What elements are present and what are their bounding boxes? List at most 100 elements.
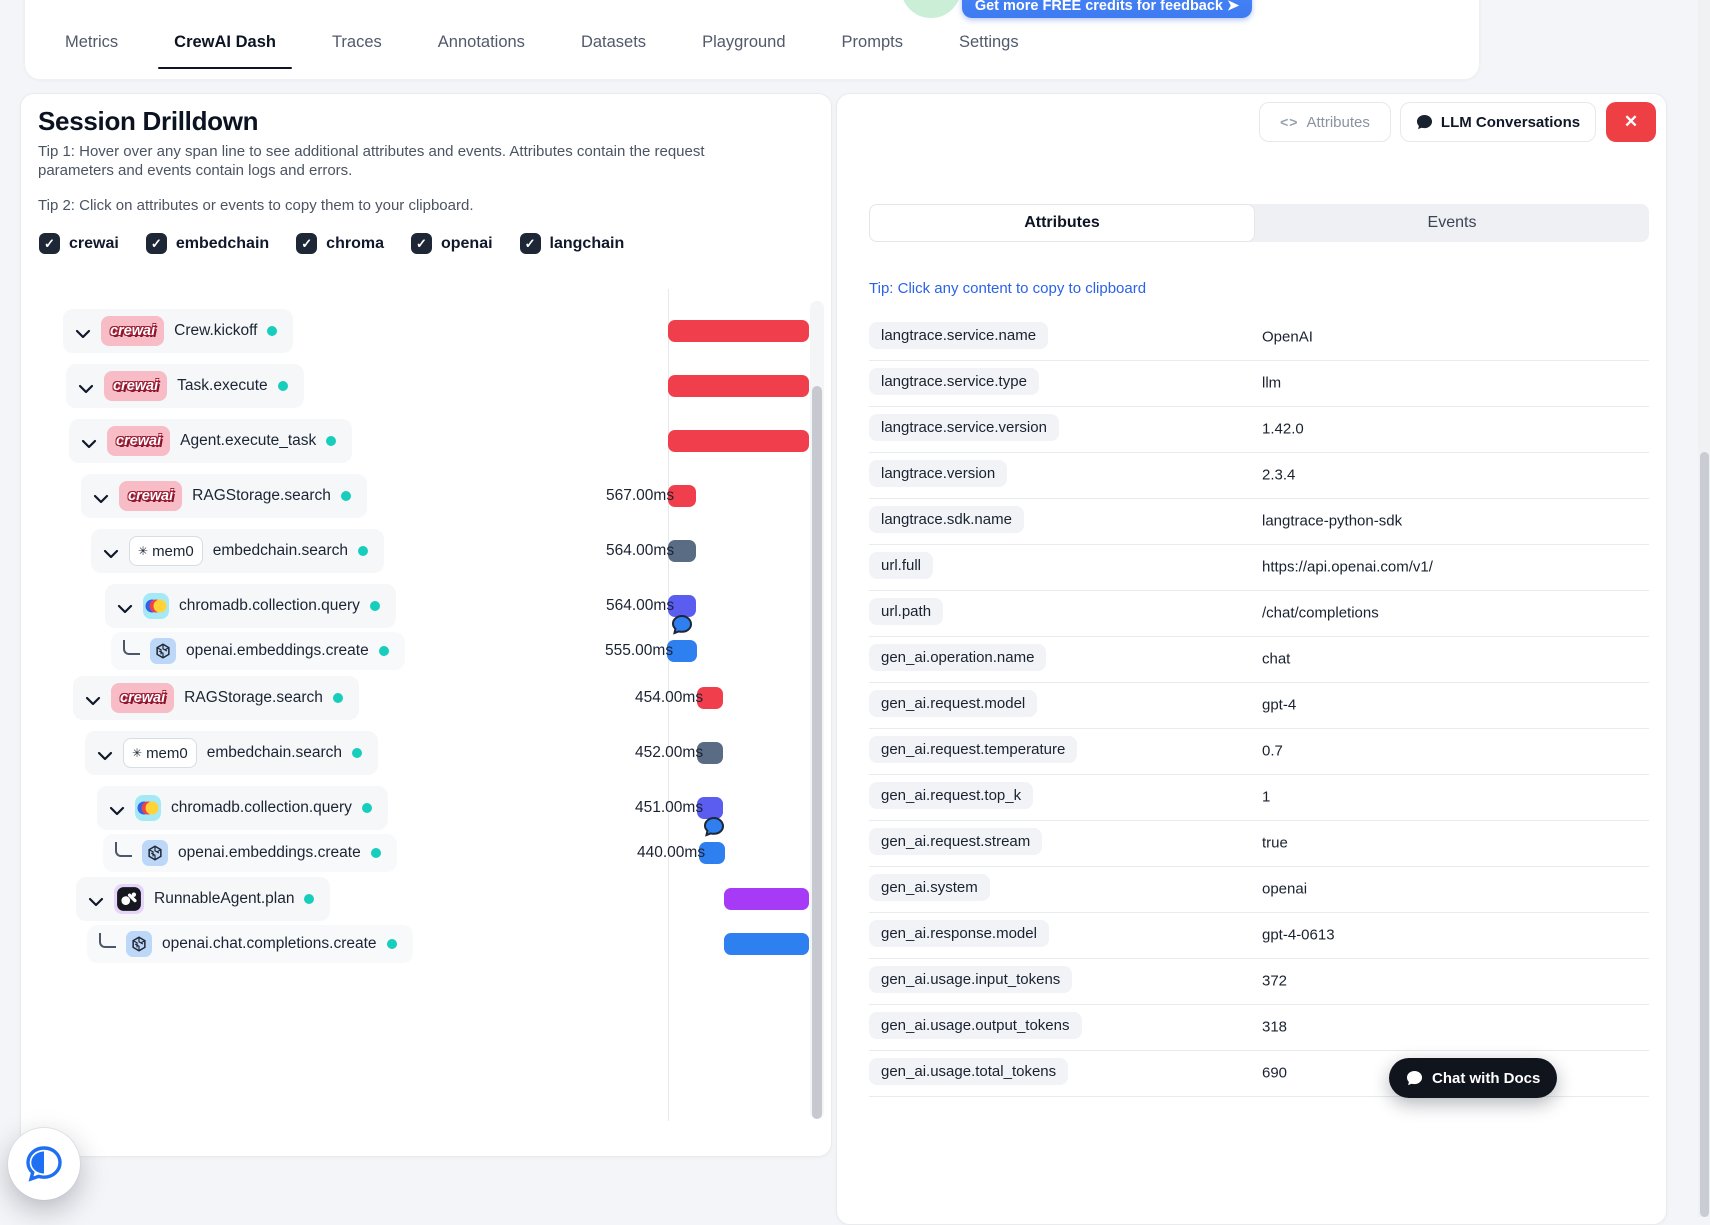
attribute-value[interactable]: 372 (1262, 972, 1288, 990)
span-duration-bar[interactable] (668, 540, 696, 562)
page-scrollbar-thumb[interactable] (1699, 452, 1709, 1217)
chevron-down-icon[interactable] (117, 601, 133, 614)
attribute-key[interactable]: gen_ai.usage.output_tokens (869, 1012, 1082, 1039)
tab-events[interactable]: Events (1255, 204, 1649, 242)
nav-tab-crewai-dash[interactable]: CrewAI Dash (158, 33, 292, 69)
attribute-value[interactable]: 318 (1262, 1018, 1288, 1036)
nav-tab-prompts[interactable]: Prompts (841, 33, 903, 51)
span-duration-bar[interactable] (668, 320, 809, 342)
span-row-RunnableAgent.plan[interactable]: RunnableAgent.plan (76, 877, 331, 921)
nav-tab-playground[interactable]: Playground (702, 33, 786, 51)
tab-attributes[interactable]: Attributes (869, 204, 1255, 242)
attribute-key[interactable]: gen_ai.response.model (869, 920, 1049, 947)
checkbox-langchain[interactable]: ✓ (519, 233, 541, 254)
span-row-Task.execute[interactable]: crewai Task.execute (66, 364, 304, 408)
attribute-key[interactable]: langtrace.service.name (869, 322, 1049, 349)
attribute-value[interactable]: 690 (1262, 1064, 1288, 1082)
chevron-down-icon[interactable] (81, 436, 97, 449)
attribute-value[interactable]: 1.42.0 (1262, 420, 1304, 438)
span-duration-bar[interactable] (668, 595, 696, 617)
chat-widget-launcher[interactable] (8, 1128, 80, 1200)
span-row-RAGStorage.search[interactable]: crewai RAGStorage.search (73, 676, 359, 720)
span-row-openai.embeddings.create[interactable]: openai.embeddings.create (103, 834, 397, 872)
span-row-chromadb.collection.query[interactable]: chromadb.collection.query (97, 786, 388, 830)
attribute-value[interactable]: 2.3.4 (1262, 466, 1296, 484)
nav-tab-settings[interactable]: Settings (958, 33, 1019, 51)
span-row-embedchain.search[interactable]: ✳ mem0 embedchain.search (85, 731, 379, 775)
attribute-key[interactable]: gen_ai.system (869, 874, 990, 901)
chevron-down-icon[interactable] (103, 546, 119, 559)
attribute-value[interactable]: langtrace-python-sdk (1262, 512, 1403, 530)
attributes-button[interactable]: <> Attributes (1259, 102, 1391, 142)
nav-tab-annotations[interactable]: Annotations (437, 33, 525, 51)
span-row-Agent.execute_task[interactable]: crewai Agent.execute_task (69, 419, 353, 463)
filter-langchain[interactable]: ✓ langchain (519, 233, 624, 254)
attribute-value[interactable]: openai (1262, 880, 1308, 898)
attribute-key[interactable]: gen_ai.request.stream (869, 828, 1043, 855)
span-row-RAGStorage.search[interactable]: crewai RAGStorage.search (81, 474, 367, 518)
attribute-key[interactable]: gen_ai.request.model (869, 690, 1038, 717)
copy-tip-link[interactable]: Tip: Click any content to copy to clipbo… (869, 280, 1147, 297)
span-row-openai.chat.completions.create[interactable]: openai.chat.completions.create (87, 925, 413, 963)
attribute-value[interactable]: OpenAI (1262, 328, 1313, 346)
attribute-key[interactable]: gen_ai.usage.input_tokens (869, 966, 1073, 993)
llm-conversations-button[interactable]: LLM Conversations (1400, 102, 1596, 142)
span-row-embedchain.search[interactable]: ✳ mem0 embedchain.search (91, 529, 385, 573)
attribute-key[interactable]: gen_ai.request.top_k (869, 782, 1034, 809)
attribute-key[interactable]: url.full (869, 552, 934, 579)
span-duration-bar[interactable] (667, 640, 697, 662)
filter-chroma[interactable]: ✓ chroma (296, 233, 384, 254)
llm-conversation-bubble-icon[interactable] (669, 613, 693, 642)
close-button[interactable]: ✕ (1606, 102, 1656, 142)
chevron-down-icon[interactable] (109, 803, 125, 816)
checkbox-openai[interactable]: ✓ (410, 233, 432, 254)
llm-conversation-bubble-icon[interactable] (701, 815, 725, 844)
span-duration-bar[interactable] (668, 485, 696, 507)
span-duration-bar[interactable] (724, 888, 809, 910)
chevron-down-icon[interactable] (88, 894, 104, 907)
span-duration-bar[interactable] (668, 375, 809, 397)
nav-tab-datasets[interactable]: Datasets (580, 33, 647, 51)
checkbox-chroma[interactable]: ✓ (296, 233, 318, 254)
chevron-down-icon[interactable] (75, 326, 91, 339)
attribute-key[interactable]: gen_ai.request.temperature (869, 736, 1078, 763)
attribute-value[interactable]: gpt-4 (1262, 696, 1297, 714)
span-duration-bar[interactable] (699, 842, 725, 864)
chat-with-docs-button[interactable]: Chat with Docs (1389, 1058, 1558, 1098)
attribute-key[interactable]: langtrace.version (869, 460, 1008, 487)
checkbox-embedchain[interactable]: ✓ (145, 233, 167, 254)
span-row-openai.embeddings.create[interactable]: openai.embeddings.create (111, 632, 405, 670)
tree-scrollbar-thumb[interactable] (812, 386, 822, 1119)
nav-tab-metrics[interactable]: Metrics (65, 33, 119, 51)
attribute-value[interactable]: true (1262, 834, 1288, 852)
attribute-key[interactable]: langtrace.service.type (869, 368, 1039, 395)
span-row-chromadb.collection.query[interactable]: chromadb.collection.query (105, 584, 396, 628)
attribute-value[interactable]: chat (1262, 650, 1291, 668)
chevron-down-icon[interactable] (93, 491, 109, 504)
filter-openai[interactable]: ✓ openai (410, 233, 493, 254)
attribute-key[interactable]: url.path (869, 598, 944, 625)
span-duration-bar[interactable] (724, 933, 809, 955)
attribute-value[interactable]: llm (1262, 374, 1282, 392)
checkbox-crewai[interactable]: ✓ (39, 233, 60, 254)
attribute-value[interactable]: gpt-4-0613 (1262, 926, 1335, 944)
span-duration-bar[interactable] (697, 797, 723, 819)
attribute-key[interactable]: gen_ai.usage.total_tokens (869, 1058, 1069, 1085)
filter-embedchain[interactable]: ✓ embedchain (145, 233, 269, 254)
free-credits-button[interactable]: Get more FREE credits for feedback ➤ (962, 0, 1252, 18)
attribute-value[interactable]: 0.7 (1262, 742, 1283, 760)
attribute-value[interactable]: https://api.openai.com/v1/ (1262, 558, 1433, 576)
span-duration-bar[interactable] (668, 430, 809, 452)
chevron-down-icon[interactable] (97, 748, 113, 761)
span-duration-bar[interactable] (697, 687, 723, 709)
span-row-Crew.kickoff[interactable]: crewai Crew.kickoff (63, 309, 294, 353)
attribute-key[interactable]: gen_ai.operation.name (869, 644, 1047, 671)
nav-tab-traces[interactable]: Traces (331, 33, 382, 51)
attribute-value[interactable]: /chat/completions (1262, 604, 1379, 622)
span-duration-bar[interactable] (697, 742, 723, 764)
attribute-key[interactable]: langtrace.service.version (869, 414, 1059, 441)
attribute-value[interactable]: 1 (1262, 788, 1271, 806)
filter-crewai[interactable]: ✓ crewai (39, 233, 119, 254)
chevron-down-icon[interactable] (78, 381, 94, 394)
chevron-down-icon[interactable] (85, 693, 101, 706)
